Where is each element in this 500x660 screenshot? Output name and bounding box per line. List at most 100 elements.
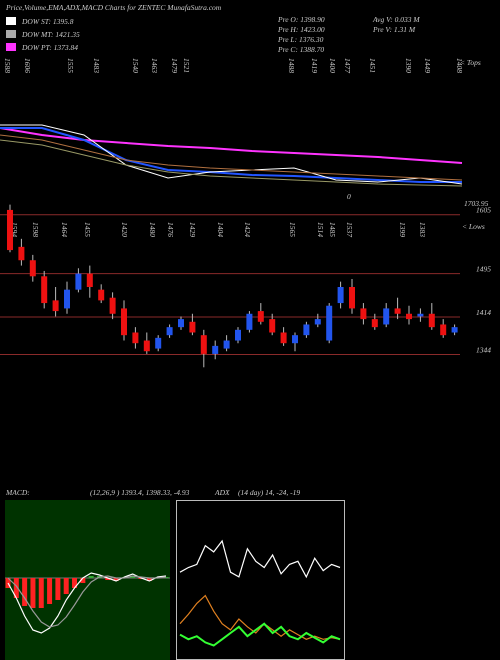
macd-bar — [63, 578, 69, 594]
candle-body — [29, 260, 36, 277]
info-text: Pre L: 1376.30 — [277, 35, 324, 44]
candle-body — [178, 319, 184, 328]
adx-subtitle: (14 day) 14, -24, -19 — [238, 488, 300, 497]
macd-bar — [38, 578, 44, 608]
high-label: 1429 — [188, 222, 197, 237]
legend-swatch — [6, 43, 16, 51]
macd-bar — [146, 578, 152, 581]
tops-label: < Tops — [460, 58, 481, 67]
top-label: 1483 — [92, 58, 101, 73]
candle-body — [86, 273, 93, 287]
high-label: 1404 — [216, 222, 225, 237]
candle-body — [360, 308, 367, 320]
candle-body — [269, 319, 276, 333]
legend-swatch — [6, 30, 16, 38]
legend-entry: DOW PT: 1373.84 — [21, 43, 78, 52]
macd-bar — [80, 578, 86, 583]
candle-body — [166, 327, 173, 336]
info-text: Avg V: 0.033 M — [372, 15, 420, 24]
candle-body — [303, 324, 310, 336]
top-label: 1451 — [368, 58, 377, 73]
candle-body — [394, 308, 401, 314]
candle-body — [417, 313, 424, 317]
candle-body — [246, 313, 253, 330]
candle-body — [189, 321, 196, 333]
high-label: 1565 — [288, 222, 297, 237]
candle-body — [451, 327, 458, 333]
candle-body — [200, 335, 207, 354]
candle-body — [18, 246, 25, 261]
y-tick-label: 1414 — [476, 308, 491, 317]
y-tick-label: 1495 — [476, 265, 491, 274]
top-label: 1400 — [328, 58, 337, 73]
high-label: 1514 — [316, 222, 325, 237]
high-label: 1480 — [148, 222, 157, 237]
candle-body — [212, 345, 219, 354]
macd-bar — [13, 578, 19, 598]
high-label: 1383 — [418, 222, 427, 237]
top-label: 1449 — [423, 58, 432, 73]
top-label: 1588 — [3, 58, 12, 73]
ema-line — [0, 124, 463, 185]
y-tick-label: 1605 — [476, 206, 491, 215]
candle-body — [235, 329, 241, 341]
high-label: 1464 — [60, 222, 69, 237]
macd-bar — [55, 578, 61, 600]
ema-line — [0, 127, 463, 164]
candle-body — [223, 340, 230, 349]
top-label: 1521 — [182, 58, 191, 73]
top-label: 1555 — [66, 58, 75, 73]
candle-body — [143, 340, 150, 352]
candle-body — [337, 287, 344, 304]
candle-body — [349, 287, 355, 309]
macd-bar — [47, 578, 53, 604]
adx-line — [179, 539, 341, 579]
candle-body — [383, 308, 390, 325]
high-label: 1594 — [10, 222, 19, 237]
top-label: 1488 — [287, 58, 296, 73]
info-text: Pre V: 1.31 M — [372, 25, 416, 34]
macd-line — [7, 575, 167, 628]
top-label: 1606 — [23, 58, 32, 73]
top-label: 1419 — [310, 58, 319, 73]
high-label: 1424 — [243, 222, 252, 237]
top-label: 1477 — [343, 58, 352, 73]
candle-body — [41, 276, 48, 304]
top-label: 1463 — [150, 58, 159, 73]
high-label: 1537 — [345, 222, 354, 237]
page-title: Price,Volume,EMA,ADX,MACD Charts for ZEN… — [5, 3, 222, 12]
top-label: 1540 — [131, 58, 140, 73]
candle-body — [109, 297, 116, 314]
info-text: Pre C: 1388.70 — [277, 45, 324, 54]
candle-body — [371, 319, 378, 328]
macd-subtitle: (12,26,9 ) 1393.4, 1398.33, -4.93 — [90, 488, 190, 497]
candle-body — [64, 289, 70, 309]
legend-swatch — [6, 17, 16, 25]
high-label: 1485 — [328, 222, 337, 237]
candle-body — [155, 337, 162, 349]
ema-line — [0, 134, 463, 181]
macd-bar — [88, 576, 94, 578]
candle-body — [257, 311, 264, 322]
candle-body — [326, 305, 333, 341]
top-label: 1408 — [455, 58, 464, 73]
macd-bar — [30, 578, 36, 608]
macd-title: MACD: — [5, 488, 30, 497]
lows-label: < Lows — [462, 222, 485, 231]
high-label: 1598 — [31, 222, 40, 237]
high-label: 1476 — [166, 222, 175, 237]
candle-body — [314, 319, 321, 325]
candle-body — [406, 313, 412, 320]
macd-bar — [22, 578, 28, 606]
candle-body — [440, 324, 447, 336]
info-text: Pre H: 1423.00 — [277, 25, 325, 34]
candle-body — [7, 209, 13, 251]
candle-body — [121, 308, 127, 336]
candle-body — [428, 313, 435, 328]
y-tick-label: 1344 — [476, 345, 491, 354]
macd-bar — [105, 578, 111, 580]
legend-entry: DOW ST: 1395.8 — [21, 17, 74, 26]
ema-line — [0, 139, 463, 187]
adx-title: ADX — [214, 488, 230, 497]
